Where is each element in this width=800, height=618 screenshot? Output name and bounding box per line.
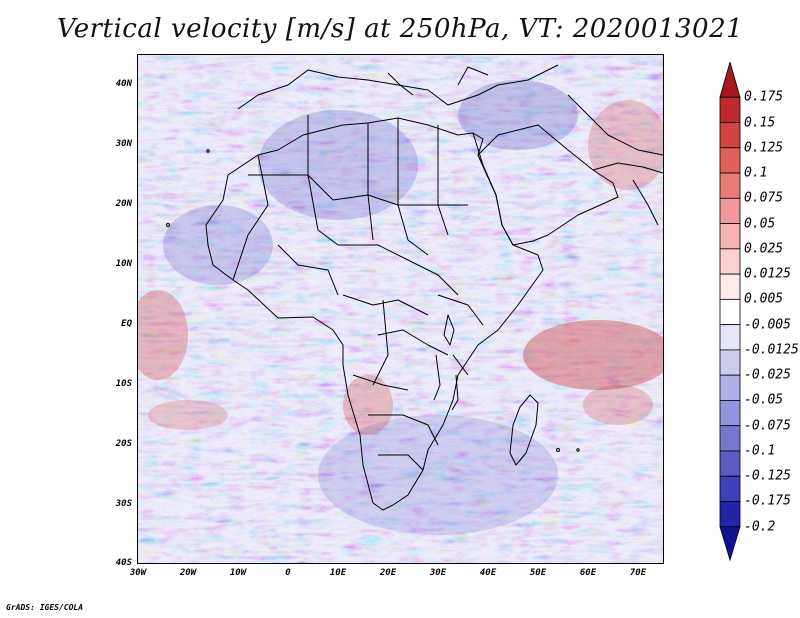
colorbar-tick-label: -0.0125 — [744, 342, 799, 358]
colorbar-bin — [719, 122, 741, 149]
colorbar-bin — [719, 223, 741, 250]
grads-credit: GrADS: IGES/COLA — [6, 603, 84, 612]
lat-tick-label: 20N — [115, 199, 132, 209]
vertical-velocity-map — [138, 55, 663, 563]
colorbar-tick-label: 0.175 — [744, 89, 784, 105]
colorbar-bin — [719, 450, 741, 477]
colorbar-bin — [719, 349, 741, 376]
contour-streaks — [138, 55, 663, 563]
lon-tick-label: 50E — [529, 568, 547, 578]
colorbar — [719, 62, 741, 562]
colorbar-bin — [719, 62, 741, 98]
lat-tick-label: 40N — [115, 79, 132, 89]
map-panel — [137, 54, 664, 564]
colorbar-tick-label: -0.075 — [744, 418, 791, 434]
colorbar-tick-label: 0.0125 — [744, 266, 791, 282]
colorbar-tick-label: -0.1 — [744, 443, 776, 459]
colorbar-bin — [719, 425, 741, 452]
colorbar-bin — [719, 526, 741, 562]
lon-tick-label: 20W — [179, 568, 197, 578]
colorbar-tick-label: 0.05 — [744, 216, 776, 232]
colorbar-bin — [719, 400, 741, 427]
colorbar-bin — [719, 501, 741, 528]
coastlines — [166, 64, 663, 511]
colorbar-bin — [719, 96, 741, 123]
lon-tick-label: 40E — [479, 568, 497, 578]
lon-tick-label: 30E — [429, 568, 447, 578]
colorbar-bin — [719, 374, 741, 401]
colorbar-tick-label: 0.15 — [744, 115, 776, 131]
colorbar-tick-label: -0.005 — [744, 317, 791, 333]
plot-title: Vertical velocity [m/s] at 250hPa, VT: 2… — [56, 14, 744, 44]
lon-tick-label: 60E — [579, 568, 597, 578]
lon-tick-label: 10E — [329, 568, 347, 578]
lat-tick-label: 40S — [115, 558, 132, 568]
lon-tick-label: 0 — [285, 568, 291, 578]
lon-tick-label: 30W — [129, 568, 147, 578]
colorbar-tick-label: 0.1 — [744, 165, 768, 181]
colorbar-bin — [719, 273, 741, 300]
colorbar-tick-label: 0.005 — [744, 291, 784, 307]
colorbar-tick-label: 0.125 — [744, 140, 784, 156]
lat-tick-label: 10N — [115, 259, 132, 269]
colorbar-bin — [719, 324, 741, 351]
colorbar-tick-label: -0.05 — [744, 392, 784, 408]
colorbar-bin — [719, 248, 741, 275]
lon-tick-label: 20E — [379, 568, 397, 578]
lat-tick-label: EQ — [121, 319, 132, 329]
colorbar-tick-label: 0.025 — [744, 241, 784, 257]
colorbar-bin — [719, 172, 741, 199]
colorbar-tick-label: -0.025 — [744, 367, 791, 383]
colorbar-bin — [719, 475, 741, 502]
lat-tick-label: 30S — [115, 499, 132, 509]
lat-tick-label: 10S — [115, 379, 132, 389]
lon-tick-label: 70E — [629, 568, 647, 578]
lat-tick-label: 30N — [115, 139, 132, 149]
lat-tick-label: 20S — [115, 439, 132, 449]
colorbar-tick-label: -0.2 — [744, 519, 776, 535]
colorbar-bin — [719, 298, 741, 326]
colorbar-tick-label: -0.125 — [744, 468, 791, 484]
colorbar-bin — [719, 197, 741, 224]
lon-tick-label: 10W — [229, 568, 247, 578]
colorbar-tick-label: -0.175 — [744, 493, 791, 509]
colorbar-bin — [719, 147, 741, 174]
colorbar-tick-label: 0.075 — [744, 190, 784, 206]
